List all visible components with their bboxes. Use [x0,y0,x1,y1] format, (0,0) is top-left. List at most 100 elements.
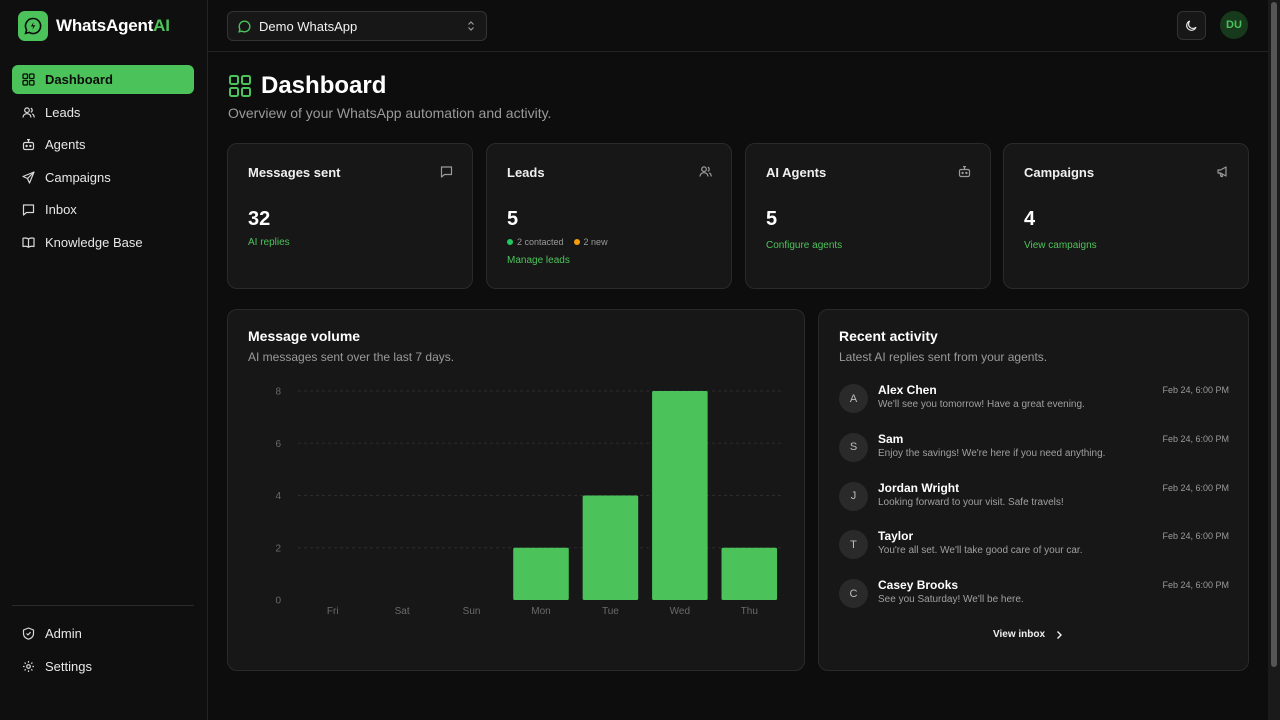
x-tick-label: Sat [395,606,410,617]
contact-avatar: S [839,432,868,462]
y-tick-label: 2 [275,543,281,554]
x-tick-label: Thu [741,606,758,617]
activity-item[interactable]: C Casey Brooks See you Saturday! We'll b… [839,577,1229,626]
whatsapp-icon [238,19,251,33]
stat-title: Leads [507,165,545,180]
sidebar-item-label: Settings [45,658,92,674]
contacted-dot [507,239,513,245]
brand-name: WhatsAgentAI [56,16,170,35]
stat-title: Messages sent [248,165,341,180]
panel-title: Message volume [248,328,361,344]
activity-timestamp: Feb 24, 6:00 PM [1162,580,1229,591]
activity-item[interactable]: J Jordan Wright Looking forward to your … [839,480,1229,529]
bot-icon [958,166,971,178]
sidebar-bottom-nav: Admin Settings [12,619,194,684]
y-tick-label: 6 [275,439,281,450]
activity-message: Enjoy the savings! We're here if you nee… [878,447,1106,459]
chevron-up-down-icon [468,21,474,31]
panel-title: Recent activity [839,328,938,344]
sidebar-item-label: Leads [45,104,81,120]
users-icon [699,166,712,177]
bar [721,547,778,600]
y-tick-label: 4 [275,491,281,502]
shield-icon [22,627,35,640]
view-campaigns-link[interactable]: View campaigns [1024,240,1097,251]
view-inbox-label: View inbox [993,629,1046,640]
sidebar-item-leads[interactable]: Leads [12,98,194,127]
sidebar-item-campaigns[interactable]: Campaigns [12,163,194,192]
activity-item[interactable]: T Taylor You're all set. We'll take good… [839,528,1229,577]
sidebar-item-inbox[interactable]: Inbox [12,195,194,224]
stat-title: Campaigns [1024,165,1095,180]
whatsapp-logo-icon [18,11,48,41]
brand[interactable]: WhatsAgentAI [18,10,170,42]
activity-item[interactable]: A Alex Chen We'll see you tomorrow! Have… [839,382,1229,431]
contact-name: Sam [878,431,904,446]
page-heading: Dashboard [228,72,386,100]
stat-card-campaigns: Campaigns 4 View campaigns [1003,143,1249,289]
activity-item[interactable]: S Sam Enjoy the savings! We're here if y… [839,431,1229,480]
sidebar-item-agents[interactable]: Agents [12,130,194,159]
dashboard-icon [229,75,251,97]
configure-agents-link[interactable]: Configure agents [766,240,843,251]
sidebar-item-label: Knowledge Base [45,234,143,250]
sidebar-item-label: Campaigns [45,169,111,185]
activity-message: Looking forward to your visit. Safe trav… [878,496,1064,508]
contact-avatar: A [839,384,868,413]
activity-list: A Alex Chen We'll see you tomorrow! Have… [839,382,1229,626]
sidebar-item-dashboard[interactable]: Dashboard [12,65,194,94]
activity-message: We'll see you tomorrow! Have a great eve… [878,399,1085,410]
stat-value: 5 [507,208,519,230]
view-inbox-link[interactable]: View inbox [993,629,1063,640]
sidebar-divider [12,605,194,606]
bar [513,547,569,600]
x-tick-label: Wed [670,606,690,617]
sidebar-item-label: Admin [45,626,82,641]
user-avatar[interactable]: DU [1220,11,1248,39]
users-icon [22,106,35,118]
contacted-count: 2 contacted [517,237,564,247]
contact-name: Casey Brooks [878,578,959,593]
message-icon [440,166,453,178]
sidebar-item-label: Agents [45,137,86,152]
ai-replies-link[interactable]: AI replies [248,237,290,248]
page-title: Dashboard [261,72,387,99]
contact-avatar: T [839,530,868,560]
activity-timestamp: Feb 24, 6:00 PM [1162,385,1229,395]
stat-title: AI Agents [766,165,827,180]
sidebar-item-knowledge-base[interactable]: Knowledge Base [12,228,194,257]
panel-description: Latest AI replies sent from your agents. [839,350,1048,364]
sidebar-item-label: Dashboard [45,72,113,87]
send-icon [22,170,35,184]
stat-card-leads: Leads 5 2 contacted 2 new Manage leads [486,143,732,289]
page-subtitle: Overview of your WhatsApp automation and… [228,105,552,121]
x-tick-label: Mon [531,606,550,617]
y-tick-label: 0 [275,596,281,607]
dashboard-icon [22,73,35,86]
chevron-right-icon [1057,630,1063,639]
manage-leads-link[interactable]: Manage leads [507,255,570,266]
contact-name: Taylor [878,529,914,544]
stat-card-agents: AI Agents 5 Configure agents [745,143,991,289]
new-dot [573,239,580,245]
page-scrollbar[interactable] [1268,0,1280,720]
bar [582,495,639,600]
panel-description: AI messages sent over the last 7 days. [248,350,455,364]
activity-timestamp: Feb 24, 6:00 PM [1162,433,1229,444]
sidebar-nav: Dashboard Leads Agents Campaigns Inbox K… [12,65,194,260]
bar [652,391,708,600]
workspace-name: Demo WhatsApp [259,18,358,34]
megaphone-icon [1217,166,1227,178]
y-tick-label: 8 [275,387,281,398]
x-tick-label: Fri [327,606,339,617]
stat-value: 5 [766,208,778,230]
theme-toggle-button[interactable] [1177,11,1206,40]
bot-icon [22,139,35,151]
sidebar-item-admin[interactable]: Admin [12,619,194,648]
scrollbar-thumb[interactable] [1271,2,1277,667]
stat-value: 32 [248,208,271,230]
sidebar-item-settings[interactable]: Settings [12,652,194,681]
sidebar: WhatsAgentAI Dashboard Leads Agents Camp… [0,0,208,720]
recent-activity-panel: Recent activity Latest AI replies sent f… [818,309,1249,671]
workspace-select[interactable]: Demo WhatsApp [227,11,487,41]
